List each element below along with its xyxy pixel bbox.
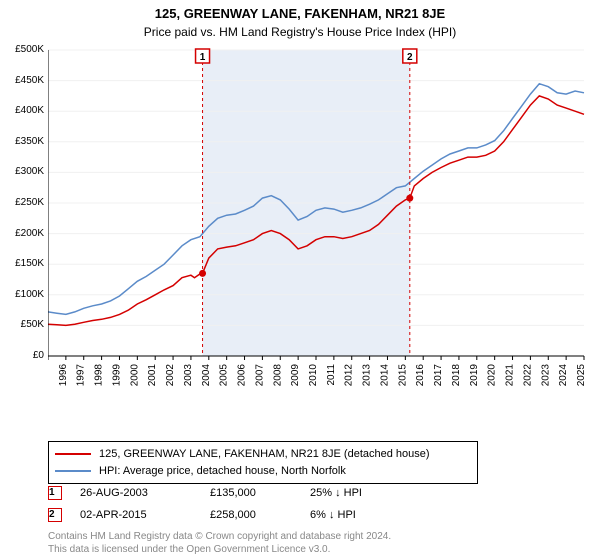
svg-text:2024: 2024: [558, 364, 569, 387]
svg-text:2023: 2023: [540, 364, 551, 387]
y-tick-label: £50K: [0, 319, 44, 330]
svg-text:2003: 2003: [183, 364, 194, 387]
svg-text:2020: 2020: [487, 364, 498, 387]
svg-text:2015: 2015: [397, 364, 408, 387]
y-tick-label: £350K: [0, 136, 44, 147]
y-tick-label: £200K: [0, 228, 44, 239]
y-tick-label: £500K: [0, 44, 44, 55]
y-tick-label: £250K: [0, 197, 44, 208]
svg-text:2005: 2005: [219, 364, 230, 387]
sale-marker-1: 1: [48, 486, 62, 500]
sale-date-1: 26-AUG-2003: [80, 487, 210, 499]
svg-text:2006: 2006: [237, 364, 248, 387]
sale-price-2: £258,000: [210, 509, 310, 521]
page-title: 125, GREENWAY LANE, FAKENHAM, NR21 8JE: [0, 0, 600, 21]
sale-date-2: 02-APR-2015: [80, 509, 210, 521]
svg-text:2012: 2012: [344, 364, 355, 387]
svg-text:2000: 2000: [129, 364, 140, 387]
svg-text:1996: 1996: [58, 364, 69, 387]
y-tick-label: £0: [0, 350, 44, 361]
sale-row-1: 1 26-AUG-2003 £135,000 25% ↓ HPI: [48, 486, 400, 500]
footnote-line2: This data is licensed under the Open Gov…: [48, 544, 330, 555]
svg-text:2011: 2011: [326, 364, 337, 386]
svg-text:2019: 2019: [469, 364, 480, 387]
footnote-line1: Contains HM Land Registry data © Crown c…: [48, 531, 391, 542]
svg-text:1998: 1998: [94, 364, 105, 387]
legend-label-property: 125, GREENWAY LANE, FAKENHAM, NR21 8JE (…: [99, 446, 430, 463]
svg-text:2021: 2021: [505, 364, 516, 387]
svg-text:2004: 2004: [201, 364, 212, 387]
svg-text:2014: 2014: [379, 364, 390, 387]
legend-label-hpi: HPI: Average price, detached house, Nort…: [99, 463, 346, 480]
sale-row-2: 2 02-APR-2015 £258,000 6% ↓ HPI: [48, 508, 400, 522]
svg-text:2017: 2017: [433, 364, 444, 387]
svg-text:2025: 2025: [576, 364, 586, 387]
sale-diff-2: 6% ↓ HPI: [310, 509, 400, 521]
svg-text:1995: 1995: [48, 364, 51, 387]
svg-text:2009: 2009: [290, 364, 301, 387]
svg-text:1999: 1999: [111, 364, 122, 387]
y-tick-label: £300K: [0, 166, 44, 177]
svg-text:1997: 1997: [76, 364, 87, 387]
legend-swatch-property: [55, 453, 91, 455]
sale-diff-1: 25% ↓ HPI: [310, 487, 400, 499]
svg-text:2007: 2007: [254, 364, 265, 387]
legend-row-hpi: HPI: Average price, detached house, Nort…: [55, 463, 471, 480]
y-tick-label: £400K: [0, 105, 44, 116]
svg-text:2022: 2022: [522, 364, 533, 387]
price-chart: 1 2 1995 1996 1997 1998 1999 2000 2001 2002 2003 20…: [48, 46, 586, 396]
svg-text:1: 1: [200, 52, 206, 63]
svg-text:2010: 2010: [308, 364, 319, 387]
svg-text:2013: 2013: [362, 364, 373, 387]
svg-text:2001: 2001: [147, 364, 158, 387]
sale-price-1: £135,000: [210, 487, 310, 499]
y-tick-label: £450K: [0, 75, 44, 86]
legend: 125, GREENWAY LANE, FAKENHAM, NR21 8JE (…: [48, 441, 478, 484]
y-tick-label: £100K: [0, 289, 44, 300]
svg-text:2016: 2016: [415, 364, 426, 387]
sale-marker-2: 2: [48, 508, 62, 522]
y-tick-label: £150K: [0, 258, 44, 269]
svg-text:2002: 2002: [165, 364, 176, 387]
footnote: Contains HM Land Registry data © Crown c…: [48, 530, 391, 556]
page-subtitle: Price paid vs. HM Land Registry's House …: [0, 21, 600, 45]
legend-swatch-hpi: [55, 470, 91, 472]
svg-text:2018: 2018: [451, 364, 462, 387]
svg-text:2: 2: [407, 52, 413, 63]
legend-row-property: 125, GREENWAY LANE, FAKENHAM, NR21 8JE (…: [55, 446, 471, 463]
svg-text:2008: 2008: [272, 364, 283, 387]
